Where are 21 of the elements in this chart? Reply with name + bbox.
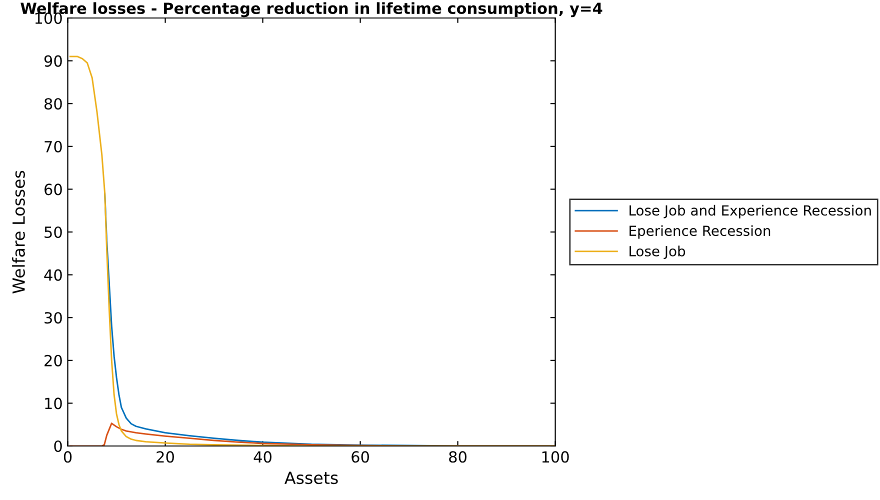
y-tick-label: 90 xyxy=(44,55,62,67)
x-tick-label: 80 xyxy=(449,451,466,463)
x-tick-label: 100 xyxy=(542,451,569,463)
y-tick-label: 0 xyxy=(54,440,62,452)
y-tick-label: 50 xyxy=(44,226,62,238)
y-tick-label: 40 xyxy=(44,269,62,281)
y-tick-label: 10 xyxy=(45,398,62,410)
x-axis-title: Assets xyxy=(284,472,338,484)
legend-label: Eperience Recession xyxy=(630,225,770,239)
x-tick-label: 60 xyxy=(352,451,369,463)
y-tick-label: 20 xyxy=(44,354,62,366)
y-tick-label: 70 xyxy=(44,140,62,152)
x-tick-label: 0 xyxy=(64,451,72,463)
y-tick-label: 60 xyxy=(44,184,62,196)
legend-label: Lose Job xyxy=(630,246,686,259)
x-tick-label: 40 xyxy=(254,451,272,463)
legend-label: Lose Job and Experience Recession xyxy=(630,204,871,218)
y-axis-title: Welfare Losses xyxy=(12,170,25,294)
y-tick-label: 80 xyxy=(44,98,62,110)
x-tick-label: 20 xyxy=(156,451,174,463)
y-tick-label: 30 xyxy=(44,312,62,324)
